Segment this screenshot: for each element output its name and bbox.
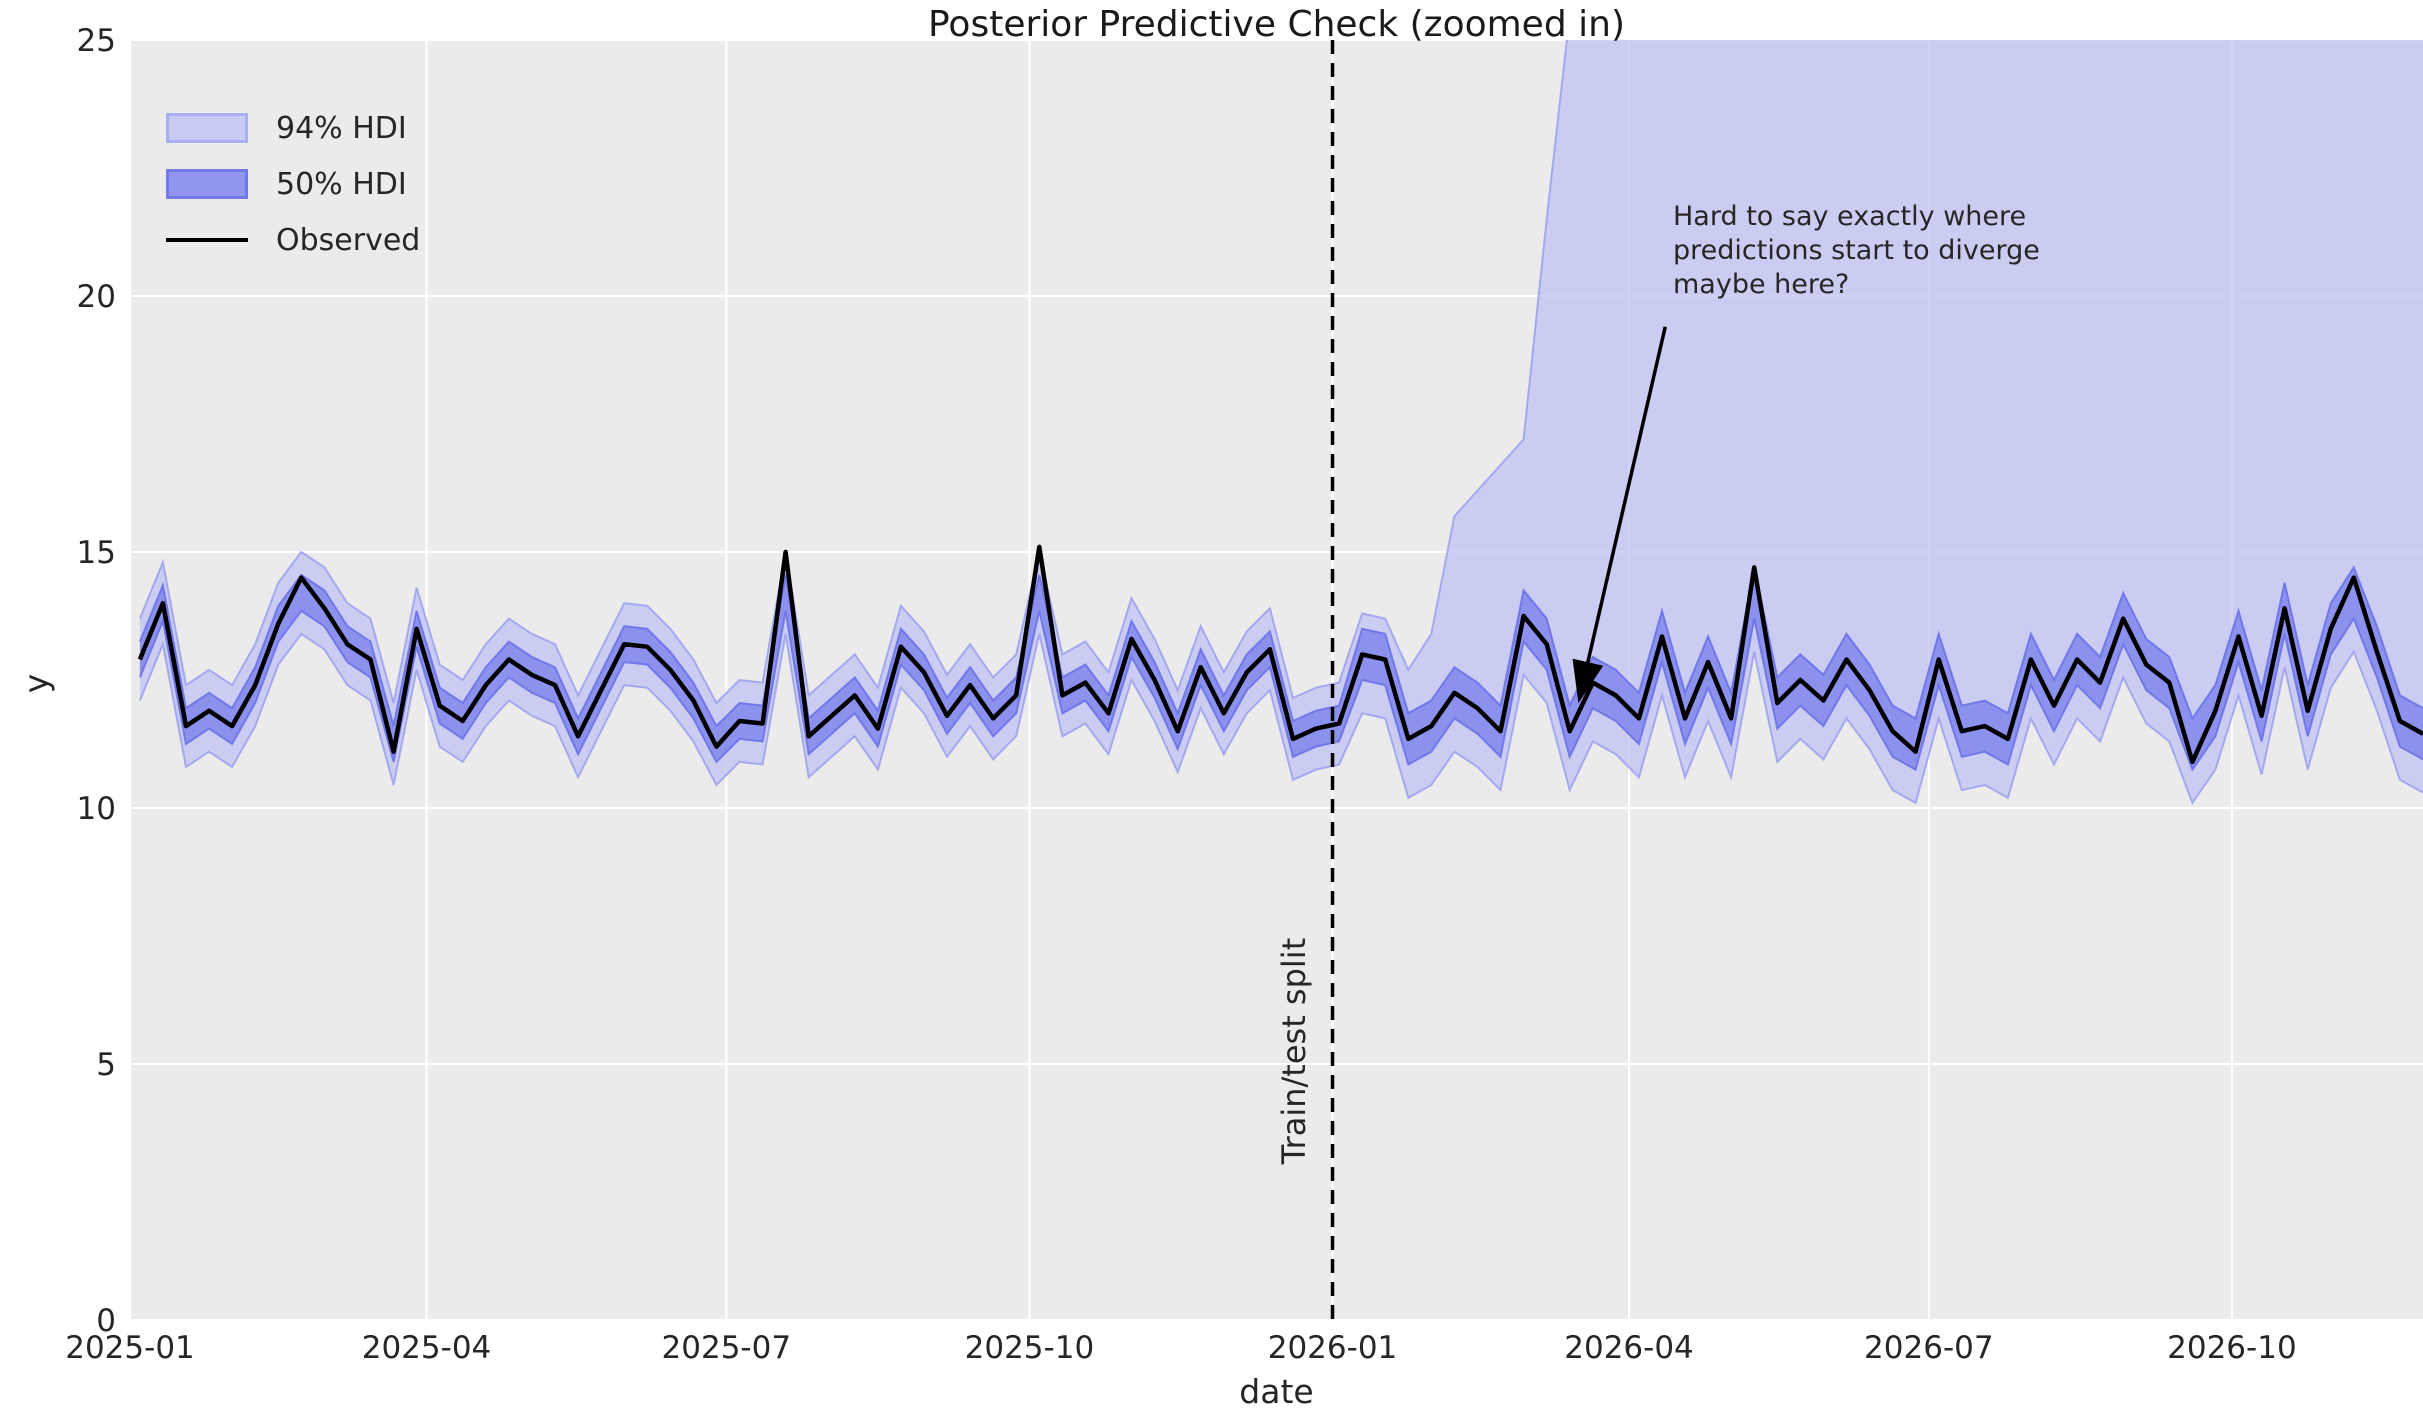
y-axis-label: y bbox=[16, 673, 56, 694]
legend-entry-50-hdi: 50% HDI bbox=[166, 156, 420, 212]
x-axis-label: date bbox=[1239, 1372, 1314, 1411]
divergence-annotation: Hard to say exactly where predictions st… bbox=[1673, 201, 2040, 300]
x-tick-label-2026-01: 2026-01 bbox=[1268, 1330, 1398, 1366]
x-tick-label-2025-01: 2025-01 bbox=[65, 1330, 195, 1366]
y-tick-label-25: 25 bbox=[77, 23, 116, 59]
legend-label-observed: Observed bbox=[276, 222, 421, 258]
observed-line bbox=[137, 544, 2423, 765]
y-tick-label-10: 10 bbox=[77, 791, 116, 827]
y-tick-label-15: 15 bbox=[77, 535, 116, 571]
legend-entry-observed: Observed bbox=[166, 212, 420, 268]
x-tick-label-2026-07: 2026-07 bbox=[1864, 1330, 1994, 1366]
hdi94-lower-edge bbox=[138, 632, 2423, 806]
legend: 94% HDI 50% HDI Observed bbox=[166, 100, 420, 268]
y-tick-label-0: 0 bbox=[96, 1303, 116, 1339]
x-tick-label-2025-07: 2025-07 bbox=[662, 1330, 792, 1366]
train-test-split-label: Train/test split bbox=[1275, 937, 1313, 1165]
hdi50-band bbox=[139, 567, 2423, 770]
observed-line-swatch-icon bbox=[166, 238, 248, 242]
hdi50-lower-edge bbox=[138, 609, 2423, 772]
hdi50-swatch-icon bbox=[166, 169, 248, 199]
x-tick-label-2025-10: 2025-10 bbox=[965, 1330, 1095, 1366]
y-tick-label-5: 5 bbox=[96, 1047, 116, 1083]
hdi94-band bbox=[139, 40, 2423, 803]
hdi94-swatch-icon bbox=[166, 113, 248, 143]
hdi50-upper-edge bbox=[138, 565, 2423, 728]
x-tick-label-2026-04: 2026-04 bbox=[1564, 1330, 1694, 1366]
x-tick-label-2025-04: 2025-04 bbox=[362, 1330, 492, 1366]
legend-label-50-hdi: 50% HDI bbox=[276, 166, 407, 202]
y-tick-label-20: 20 bbox=[77, 279, 116, 315]
x-tick-label-2026-10: 2026-10 bbox=[2167, 1330, 2297, 1366]
annotation-arrow bbox=[1572, 326, 1667, 704]
legend-entry-94-hdi: 94% HDI bbox=[166, 100, 420, 156]
page-title: Posterior Predictive Check (zoomed in) bbox=[928, 4, 1625, 45]
legend-label-94-hdi: 94% HDI bbox=[276, 110, 407, 146]
hdi94-upper-edge bbox=[138, 40, 1568, 705]
